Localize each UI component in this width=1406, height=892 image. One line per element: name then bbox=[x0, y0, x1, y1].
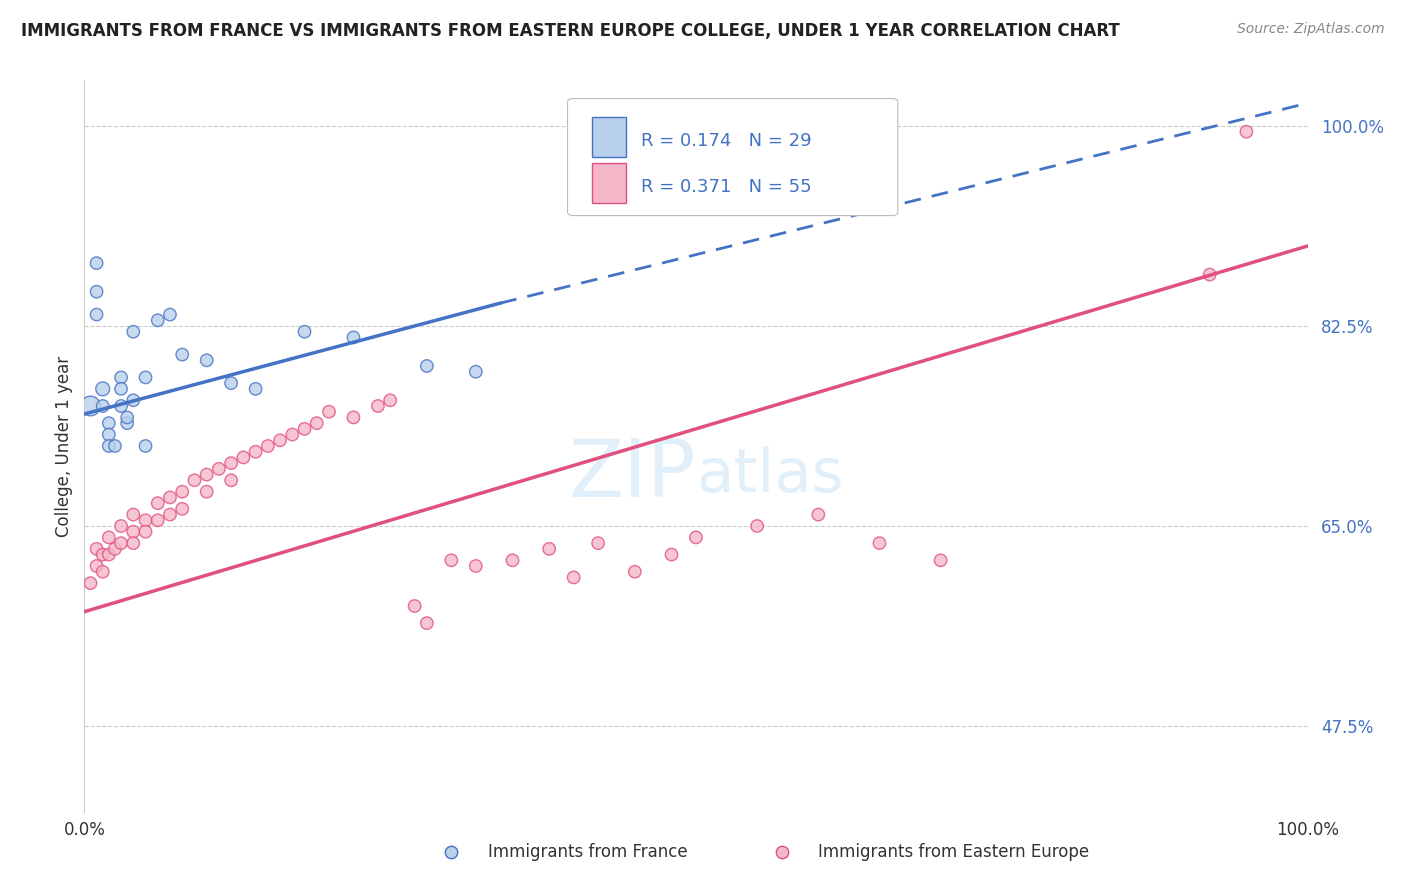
Text: R = 0.174   N = 29: R = 0.174 N = 29 bbox=[641, 132, 811, 150]
Point bbox=[195, 467, 218, 482]
Point bbox=[380, 393, 402, 408]
Text: Immigrants from Eastern Europe: Immigrants from Eastern Europe bbox=[818, 843, 1090, 861]
Point bbox=[661, 548, 683, 562]
Point bbox=[342, 410, 364, 425]
Point bbox=[232, 450, 254, 465]
Bar bbox=[592, 163, 626, 203]
Point bbox=[122, 536, 145, 550]
Point bbox=[135, 524, 157, 539]
Point bbox=[538, 541, 561, 556]
Point bbox=[172, 501, 194, 516]
Point bbox=[208, 462, 231, 476]
Point bbox=[91, 548, 114, 562]
Point bbox=[97, 427, 120, 442]
Point bbox=[115, 410, 138, 425]
Point bbox=[159, 508, 181, 522]
Point bbox=[91, 399, 114, 413]
Point bbox=[79, 576, 101, 591]
Point bbox=[269, 434, 291, 448]
Point bbox=[367, 399, 389, 413]
Point bbox=[97, 416, 120, 430]
Point bbox=[747, 519, 769, 533]
Point bbox=[305, 416, 328, 430]
Point bbox=[342, 330, 364, 344]
Point bbox=[86, 308, 108, 322]
Point bbox=[624, 565, 647, 579]
Point bbox=[159, 308, 181, 322]
FancyBboxPatch shape bbox=[568, 99, 898, 216]
Point bbox=[294, 325, 316, 339]
Text: IMMIGRANTS FROM FRANCE VS IMMIGRANTS FROM EASTERN EUROPE COLLEGE, UNDER 1 YEAR C: IMMIGRANTS FROM FRANCE VS IMMIGRANTS FRO… bbox=[21, 22, 1119, 40]
Point bbox=[219, 456, 242, 470]
Point bbox=[219, 473, 242, 487]
Point bbox=[146, 313, 169, 327]
Point bbox=[97, 439, 120, 453]
Point bbox=[122, 325, 145, 339]
Point bbox=[135, 513, 157, 527]
Y-axis label: College, Under 1 year: College, Under 1 year bbox=[55, 355, 73, 537]
Point bbox=[135, 370, 157, 384]
Point bbox=[404, 599, 426, 613]
Point bbox=[294, 422, 316, 436]
Point bbox=[807, 508, 830, 522]
Point bbox=[97, 530, 120, 544]
Point bbox=[416, 616, 439, 631]
Point bbox=[464, 559, 486, 574]
Point bbox=[281, 427, 304, 442]
Point bbox=[929, 553, 952, 567]
Point bbox=[586, 536, 609, 550]
Point bbox=[440, 553, 463, 567]
Point bbox=[110, 382, 132, 396]
Point bbox=[91, 565, 114, 579]
Point bbox=[122, 508, 145, 522]
Point bbox=[1198, 268, 1220, 282]
Point bbox=[110, 536, 132, 550]
Point bbox=[146, 496, 169, 510]
Point bbox=[1234, 125, 1257, 139]
Point bbox=[122, 524, 145, 539]
Point bbox=[172, 347, 194, 362]
Point bbox=[86, 256, 108, 270]
Text: atlas: atlas bbox=[696, 446, 844, 505]
Text: R = 0.371   N = 55: R = 0.371 N = 55 bbox=[641, 178, 811, 196]
Point bbox=[86, 541, 108, 556]
Point bbox=[110, 370, 132, 384]
Text: Immigrants from France: Immigrants from France bbox=[488, 843, 688, 861]
Point bbox=[869, 536, 891, 550]
Point bbox=[110, 519, 132, 533]
Point bbox=[195, 353, 218, 368]
Point bbox=[257, 439, 280, 453]
Point bbox=[562, 570, 585, 584]
Point bbox=[159, 491, 181, 505]
Point bbox=[91, 382, 114, 396]
Point bbox=[183, 473, 205, 487]
Point bbox=[86, 559, 108, 574]
Point bbox=[104, 541, 127, 556]
Point bbox=[245, 382, 267, 396]
Point bbox=[110, 399, 132, 413]
Point bbox=[104, 439, 127, 453]
Point bbox=[318, 405, 340, 419]
Bar bbox=[592, 117, 626, 157]
Point bbox=[86, 285, 108, 299]
Point bbox=[219, 376, 242, 391]
Point bbox=[115, 416, 138, 430]
Point bbox=[195, 484, 218, 499]
Point bbox=[122, 393, 145, 408]
Point bbox=[501, 553, 523, 567]
Point bbox=[135, 439, 157, 453]
Point bbox=[685, 530, 707, 544]
Point bbox=[464, 365, 486, 379]
Point bbox=[172, 484, 194, 499]
Point bbox=[245, 444, 267, 458]
Point bbox=[79, 399, 101, 413]
Point bbox=[416, 359, 439, 373]
Point bbox=[97, 548, 120, 562]
Point bbox=[146, 513, 169, 527]
Text: ZIP: ZIP bbox=[568, 436, 696, 515]
Text: Source: ZipAtlas.com: Source: ZipAtlas.com bbox=[1237, 22, 1385, 37]
